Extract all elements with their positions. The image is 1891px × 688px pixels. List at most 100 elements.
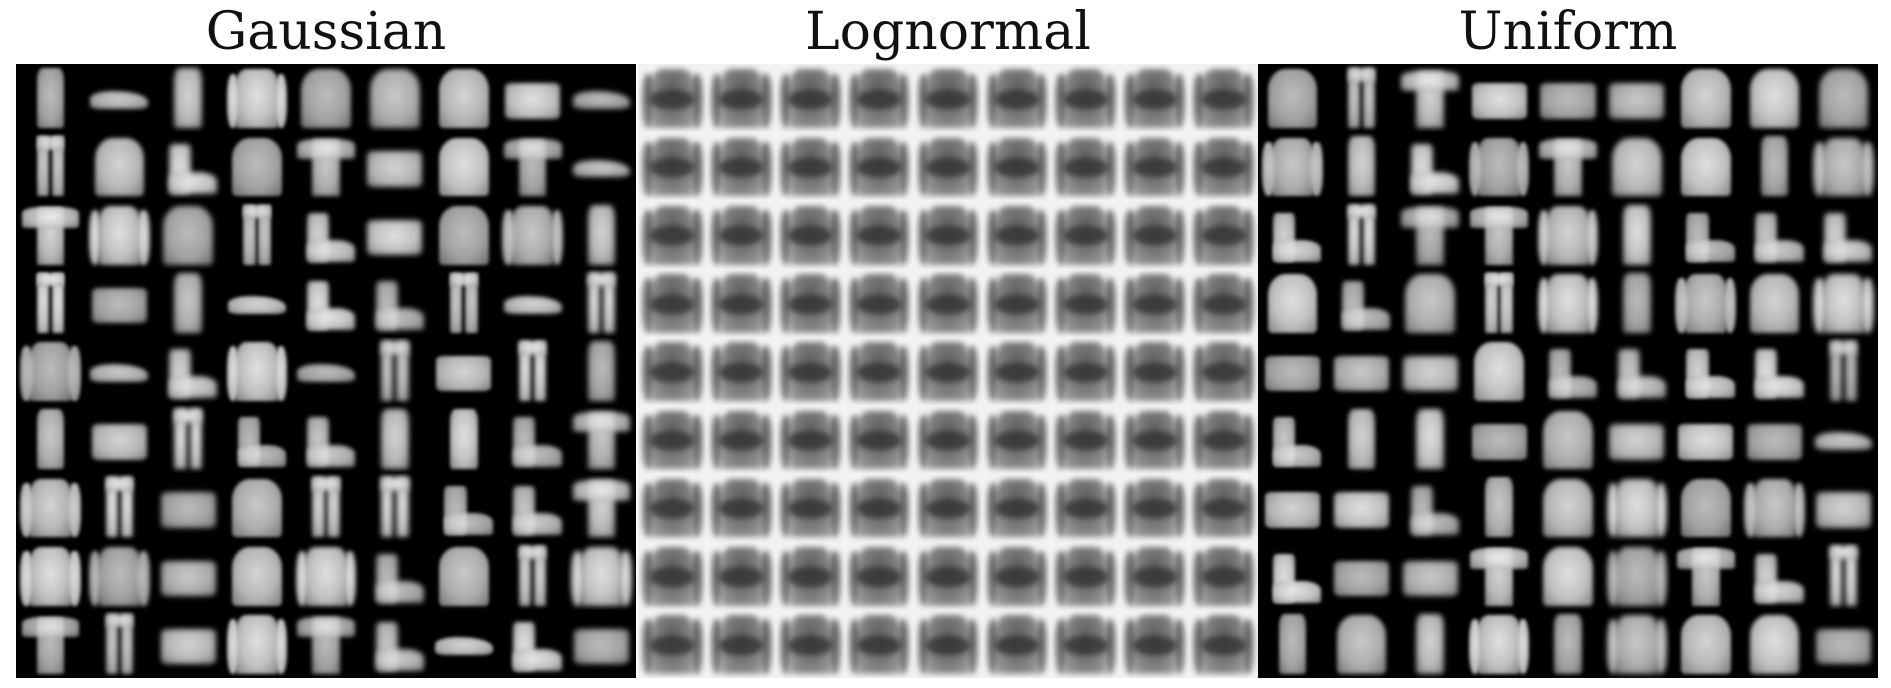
sample-image bbox=[567, 405, 636, 473]
garment-shape bbox=[1829, 545, 1858, 560]
garment-shape bbox=[779, 482, 793, 538]
garment-shape bbox=[1267, 69, 1318, 129]
sample-image bbox=[1120, 610, 1189, 678]
sample-image bbox=[429, 200, 498, 268]
sample-image bbox=[292, 542, 361, 610]
sample-image bbox=[498, 610, 567, 678]
garment-shape bbox=[1278, 613, 1307, 674]
garment-shape bbox=[1686, 240, 1735, 262]
shoe-smudge-shape bbox=[1132, 499, 1177, 519]
sample-image bbox=[498, 473, 567, 541]
sample-image bbox=[1120, 200, 1189, 268]
sample-image bbox=[1258, 542, 1327, 610]
garment-shape bbox=[1241, 551, 1254, 606]
garment-shape bbox=[36, 272, 50, 333]
shoe-smudge-shape bbox=[719, 499, 764, 519]
garment-shape bbox=[587, 272, 616, 287]
shoe-smudge-shape bbox=[1201, 158, 1246, 178]
garment-shape bbox=[1333, 492, 1389, 528]
garment-shape bbox=[1103, 278, 1117, 333]
garment-shape bbox=[642, 73, 655, 129]
shoe-smudge-shape bbox=[994, 89, 1039, 110]
sample-image bbox=[1534, 405, 1603, 473]
panel-uniform: Uniform bbox=[1258, 0, 1878, 688]
garment-shape bbox=[573, 628, 630, 665]
garment-shape bbox=[1193, 346, 1206, 401]
garment-shape bbox=[1034, 278, 1048, 333]
garment-shape bbox=[381, 409, 409, 470]
garment-shape bbox=[1815, 492, 1872, 528]
garment-shape bbox=[1034, 141, 1048, 197]
sample-image bbox=[1258, 64, 1327, 132]
sample-image bbox=[1809, 542, 1878, 610]
sample-image bbox=[1396, 473, 1465, 541]
garment-shape bbox=[226, 619, 240, 674]
garment-shape bbox=[449, 272, 463, 333]
garment-shape bbox=[1844, 545, 1858, 606]
garment-shape bbox=[642, 346, 655, 401]
garment-shape bbox=[1468, 141, 1482, 197]
sample-image bbox=[707, 473, 776, 541]
garment-shape bbox=[137, 209, 150, 265]
shoe-smudge-shape bbox=[857, 635, 902, 655]
garment-shape bbox=[917, 209, 931, 265]
garment-shape bbox=[1753, 478, 1796, 538]
shoe-smudge-shape bbox=[650, 431, 695, 451]
sample-image bbox=[982, 132, 1051, 200]
sample-image bbox=[982, 200, 1051, 268]
garment-shape bbox=[160, 492, 216, 528]
sample-image bbox=[1602, 132, 1671, 200]
shoe-smudge-shape bbox=[857, 499, 902, 519]
garment-shape bbox=[602, 272, 616, 333]
garment-shape bbox=[174, 409, 187, 470]
shoe-smudge-shape bbox=[719, 635, 764, 655]
garment-shape bbox=[503, 295, 562, 314]
shoe-smudge-shape bbox=[788, 431, 833, 451]
sample-image bbox=[845, 337, 914, 405]
sample-image bbox=[360, 200, 429, 268]
sample-image bbox=[292, 337, 361, 405]
garment-shape bbox=[1402, 560, 1458, 597]
panel-gaussian: Gaussian bbox=[16, 0, 636, 688]
garment-shape bbox=[917, 278, 931, 333]
garment-shape bbox=[89, 209, 102, 265]
garment-shape bbox=[1749, 615, 1800, 674]
garment-shape bbox=[1333, 560, 1389, 597]
garment-shape bbox=[897, 346, 910, 401]
garment-shape bbox=[236, 69, 278, 129]
shoe-smudge-shape bbox=[857, 226, 902, 246]
sample-image bbox=[1809, 132, 1878, 200]
garment-shape bbox=[917, 346, 931, 401]
shoe-smudge-shape bbox=[925, 499, 971, 519]
sample-image bbox=[1051, 132, 1120, 200]
sample-image bbox=[1258, 610, 1327, 678]
sample-image bbox=[982, 610, 1051, 678]
sample-image bbox=[638, 610, 707, 678]
sample-image bbox=[567, 473, 636, 541]
sample-image bbox=[1327, 200, 1396, 268]
sample-image bbox=[223, 337, 292, 405]
sample-image bbox=[16, 269, 85, 337]
sample-image bbox=[638, 200, 707, 268]
garment-shape bbox=[1055, 346, 1068, 401]
sample-image bbox=[1327, 337, 1396, 405]
garment-shape bbox=[20, 346, 33, 401]
garment-shape bbox=[572, 411, 631, 433]
garment-shape bbox=[690, 209, 703, 265]
sample-image bbox=[498, 405, 567, 473]
sample-image bbox=[498, 200, 567, 268]
sample-image bbox=[1740, 405, 1809, 473]
garment-shape bbox=[1517, 619, 1530, 674]
garment-shape bbox=[237, 444, 287, 467]
garment-shape bbox=[232, 478, 282, 538]
sample-image bbox=[982, 405, 1051, 473]
garment-shape bbox=[779, 551, 793, 606]
garment-shape bbox=[759, 73, 772, 129]
garment-shape bbox=[436, 355, 492, 392]
garment-shape bbox=[91, 287, 147, 324]
garment-shape bbox=[779, 73, 793, 129]
garment-shape bbox=[1103, 73, 1117, 129]
sample-image bbox=[154, 405, 223, 473]
garment-shape bbox=[828, 346, 841, 401]
sample-image bbox=[1671, 200, 1740, 268]
